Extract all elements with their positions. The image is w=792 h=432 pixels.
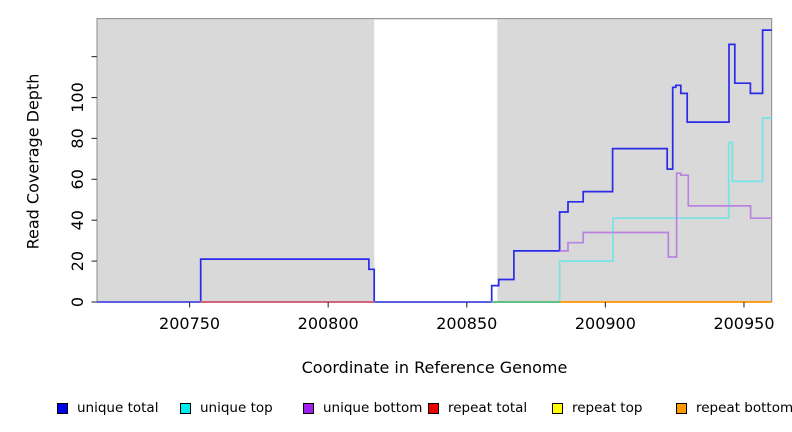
series-unique-top-line xyxy=(97,117,772,303)
x-tick-label: 200950 xyxy=(713,314,774,333)
y-tick-label: 0 xyxy=(68,297,87,307)
y-tick-label: 100 xyxy=(68,82,87,113)
y-tick-label: 40 xyxy=(68,210,87,230)
x-tick-label: 200850 xyxy=(436,314,497,333)
series-unique-bottom-line xyxy=(559,172,772,258)
y-tick-label: 80 xyxy=(68,128,87,148)
y-tick-label: 20 xyxy=(68,251,87,271)
x-tick-label: 200800 xyxy=(298,314,359,333)
y-axis-title: Read Coverage Depth xyxy=(23,73,43,250)
y-tick-label: 60 xyxy=(68,169,87,189)
unshaded-gap-region xyxy=(374,19,498,302)
x-axis-title: Coordinate in Reference Genome xyxy=(301,358,568,377)
x-tick-label: 200900 xyxy=(575,314,636,333)
x-tick-label: 200750 xyxy=(159,314,220,333)
